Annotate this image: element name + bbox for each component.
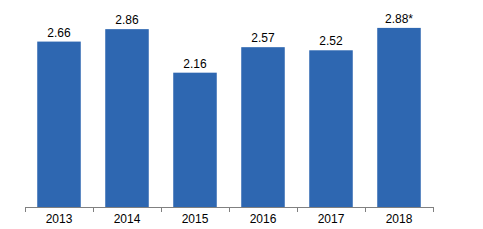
data-label: 2.16	[183, 57, 207, 71]
x-tick-separator	[433, 207, 434, 212]
x-tick-label: 2017	[318, 212, 345, 226]
bar	[37, 42, 81, 207]
x-tick-separator	[93, 207, 94, 212]
data-label: 2.57	[251, 31, 275, 45]
x-tick-separator	[365, 207, 366, 212]
x-tick-separator	[229, 207, 230, 212]
bar	[105, 29, 149, 207]
x-tick-label: 2016	[250, 212, 277, 226]
bar	[173, 73, 217, 207]
data-label: 2.52	[319, 34, 343, 48]
chart-container: 2.66 2013 2.86 2014 2.16 2015 2.57 2016 2.52 2017…	[0, 0, 483, 229]
x-tick-label: 2018	[386, 212, 413, 226]
x-tick-separator	[297, 207, 298, 212]
bar	[309, 50, 353, 207]
x-tick-label: 2015	[182, 212, 209, 226]
chart-svg: 2.66 2013 2.86 2014 2.16 2015 2.57 2016 2.52 2017…	[0, 0, 483, 229]
bars	[37, 28, 421, 207]
x-tick-label: 2014	[114, 212, 141, 226]
x-tick-separator	[25, 207, 26, 212]
x-tick-separator	[161, 207, 162, 212]
data-label: 2.66	[47, 26, 71, 40]
bar	[241, 47, 285, 207]
data-label: 2.86	[115, 13, 139, 27]
x-tick-label: 2013	[46, 212, 73, 226]
data-label: 2.88*	[385, 12, 413, 26]
bar	[377, 28, 421, 207]
